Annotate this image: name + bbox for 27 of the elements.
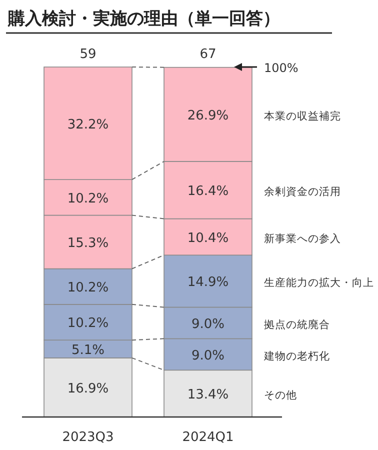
data-label: 14.9% [187,275,229,290]
text: 59 [80,47,96,62]
data-label: 5.1% [71,342,105,358]
data-label: 10.4% [187,230,229,246]
data-label: 13.4% [187,388,229,403]
data-label: 10.2% [67,191,109,206]
data-label: 16.4% [187,184,229,200]
data-label: 10.2% [67,280,109,296]
data-label: 16.9% [67,381,109,396]
data-label: 15.3% [67,236,109,251]
data-label: 10.2% [67,316,109,332]
data-label: 9.0% [191,316,225,332]
series-label: その他 [264,390,297,402]
data-label: 9.0% [191,348,225,364]
text: 67 [200,47,216,62]
series-label: 本業の収益補完 [264,109,341,122]
data-label: 32.2% [67,117,109,132]
chart-title: 購入検討・実施の理由（単一回答） [7,9,280,29]
series-label: 建物の老朽化 [263,349,330,362]
series-label: 拠点の統廃合 [264,318,330,331]
x-tick-label: 2023Q3 [62,430,114,445]
annotation: 100% [264,61,298,75]
data-label: 26.9% [187,108,229,124]
series-label: 余剰資金の活用 [264,186,341,198]
series-label: 生産能力の拡大・向上 [264,276,374,290]
x-tick-label: 2024Q1 [182,430,234,445]
series-label: 新事業への参入 [264,232,341,245]
